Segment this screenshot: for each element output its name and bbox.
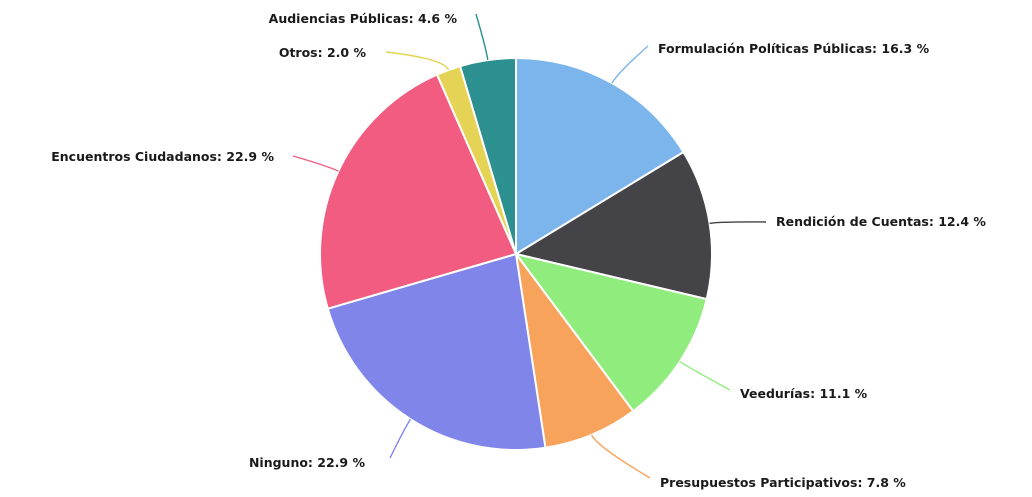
data-label-encuentros-ciudadanos: Encuentros Ciudadanos: 22.9 % bbox=[51, 149, 274, 164]
pie-slice-presupuestos-participativos bbox=[515, 253, 635, 449]
pie-slice-encuentros-ciudadanos bbox=[319, 73, 518, 310]
connector-ninguno bbox=[389, 418, 412, 459]
data-label-otros: Otros: 2.0 % bbox=[279, 45, 367, 60]
data-label-rendicion-de-cuentas: Rendición de Cuentas: 12.4 % bbox=[776, 214, 986, 229]
connector-rendicion-de-cuentas bbox=[709, 221, 767, 224]
connector-audiencias-publicas bbox=[475, 13, 489, 61]
data-label-audiencias-publicas: Audiencias Públicas: 4.6 % bbox=[269, 11, 458, 26]
pie-slice-formulacion-politicas-publicas bbox=[515, 56, 685, 256]
connector-presupuestos-participativos bbox=[590, 434, 651, 479]
connector-otros bbox=[385, 51, 450, 71]
connector-veedurias bbox=[679, 361, 731, 391]
data-labels: Formulación Políticas Públicas: 16.3 % Re… bbox=[51, 11, 986, 490]
pie-slice-audiencias-publicas bbox=[458, 56, 517, 255]
data-label-ninguno: Ninguno: 22.9 % bbox=[249, 455, 366, 470]
label-connectors bbox=[292, 13, 767, 479]
pie-slice-rendicion-de-cuentas bbox=[513, 150, 713, 301]
connector-formulacion-politicas-publicas bbox=[611, 45, 649, 84]
data-label-veedurias: Veedurías: 11.1 % bbox=[740, 386, 868, 401]
connector-encuentros-ciudadanos bbox=[292, 155, 339, 172]
pie-slice-ninguno bbox=[326, 252, 547, 451]
data-label-formulacion-politicas-publicas: Formulación Políticas Públicas: 16.3 % bbox=[658, 41, 930, 56]
data-label-presupuestos-participativos: Presupuestos Participativos: 7.8 % bbox=[660, 475, 906, 490]
pie-slices bbox=[319, 56, 713, 451]
